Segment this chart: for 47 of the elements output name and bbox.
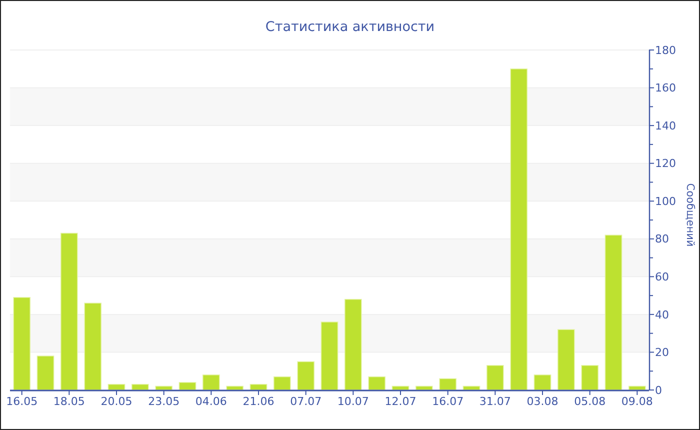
x-tick-label: 09.08 bbox=[621, 395, 653, 408]
bar bbox=[250, 384, 268, 390]
y-tick-label: 80 bbox=[655, 232, 669, 246]
y-tick-label: 140 bbox=[655, 119, 676, 132]
bar bbox=[60, 232, 78, 390]
bar bbox=[84, 302, 102, 390]
x-tick-label: 07.07 bbox=[290, 395, 322, 408]
y-tick-label: 20 bbox=[655, 346, 669, 360]
y-tick-label: 120 bbox=[655, 157, 676, 170]
y-tick-label: 180 bbox=[655, 44, 676, 57]
bar bbox=[344, 298, 362, 390]
x-tick-label: 21.06 bbox=[242, 395, 274, 408]
bar bbox=[510, 68, 528, 390]
x-tick-label: 03.08 bbox=[526, 395, 558, 408]
bar bbox=[131, 384, 149, 390]
bar bbox=[297, 361, 315, 390]
y-tick-label: 0 bbox=[655, 384, 662, 397]
bar bbox=[13, 297, 31, 390]
x-tick-label: 05.08 bbox=[574, 395, 606, 408]
bar bbox=[534, 374, 552, 390]
y-tick-label: 100 bbox=[655, 194, 676, 208]
bar bbox=[108, 384, 126, 390]
x-tick-label: 12.07 bbox=[384, 395, 416, 408]
bar bbox=[439, 378, 457, 390]
x-tick-label: 16.05 bbox=[6, 395, 38, 408]
bar bbox=[604, 234, 622, 390]
bar bbox=[486, 365, 504, 390]
x-tick-label: 23.05 bbox=[148, 395, 180, 408]
x-tick-label: 18.05 bbox=[53, 395, 85, 408]
y-tick-label: 60 bbox=[655, 270, 669, 284]
x-tick-label: 31.07 bbox=[479, 395, 511, 408]
bar bbox=[557, 329, 575, 390]
chart-title: Статистика активности bbox=[265, 19, 435, 35]
x-tick-label: 16.07 bbox=[432, 395, 464, 408]
y-axis-title: Сообщений bbox=[684, 183, 696, 247]
bar bbox=[178, 382, 196, 390]
bar bbox=[320, 322, 338, 390]
x-tick-label: 20.05 bbox=[100, 395, 132, 408]
bar bbox=[368, 376, 386, 390]
x-tick-label: 10.07 bbox=[337, 395, 369, 408]
bar bbox=[273, 376, 291, 390]
bar bbox=[36, 356, 54, 390]
y-tick-label: 40 bbox=[655, 308, 669, 322]
x-tick-label: 04.06 bbox=[195, 395, 227, 408]
bar bbox=[581, 365, 599, 390]
bar bbox=[202, 374, 220, 390]
y-tick-label: 160 bbox=[655, 82, 676, 95]
